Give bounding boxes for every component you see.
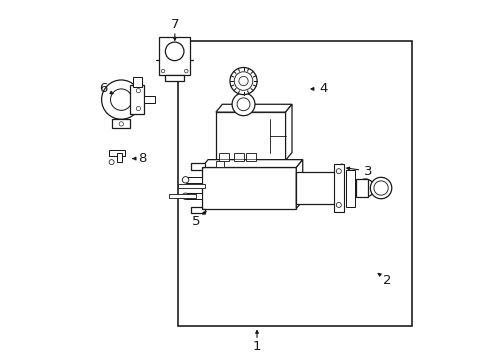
Bar (296, 172, 335, 204)
Polygon shape (190, 207, 205, 213)
Text: 5: 5 (192, 215, 200, 228)
Circle shape (182, 177, 188, 183)
Text: 3: 3 (363, 165, 371, 177)
Bar (116, 153, 122, 162)
Bar (169, 194, 196, 198)
Bar (216, 112, 285, 160)
Circle shape (136, 107, 140, 111)
Bar (159, 37, 189, 75)
Bar (133, 77, 142, 87)
Text: 2: 2 (383, 274, 391, 287)
Circle shape (109, 159, 114, 165)
Bar (219, 153, 229, 161)
Circle shape (232, 93, 254, 116)
Polygon shape (285, 104, 291, 160)
Bar (144, 96, 155, 103)
Circle shape (369, 177, 391, 199)
Text: 8: 8 (138, 152, 146, 165)
Bar (356, 179, 367, 197)
Circle shape (184, 69, 188, 73)
Polygon shape (201, 159, 302, 167)
Bar (345, 170, 354, 207)
Circle shape (102, 80, 141, 119)
Bar (185, 177, 201, 183)
Circle shape (161, 69, 164, 73)
Circle shape (234, 72, 252, 90)
Bar (216, 161, 224, 167)
Text: 4: 4 (318, 82, 326, 95)
Bar (233, 153, 244, 161)
Circle shape (165, 42, 183, 60)
Polygon shape (112, 119, 130, 128)
Circle shape (110, 89, 132, 111)
Circle shape (229, 67, 257, 95)
Bar (164, 75, 184, 81)
Circle shape (238, 76, 247, 86)
Polygon shape (190, 163, 205, 170)
Text: 1: 1 (252, 340, 261, 353)
Circle shape (336, 202, 341, 207)
Circle shape (336, 168, 341, 174)
Circle shape (136, 89, 140, 93)
Polygon shape (296, 159, 302, 208)
Circle shape (182, 193, 188, 199)
Circle shape (237, 98, 249, 111)
Text: 6: 6 (99, 82, 107, 95)
Bar (185, 193, 201, 199)
Circle shape (356, 179, 374, 197)
Bar (130, 85, 144, 114)
Bar (333, 164, 343, 212)
Polygon shape (335, 164, 341, 204)
Circle shape (373, 181, 387, 195)
Bar (178, 41, 411, 327)
Bar (201, 167, 296, 208)
Circle shape (119, 122, 123, 126)
Text: 7: 7 (170, 18, 179, 31)
Bar (246, 153, 256, 161)
Polygon shape (216, 104, 291, 112)
Bar (178, 184, 205, 188)
Bar (108, 150, 124, 156)
